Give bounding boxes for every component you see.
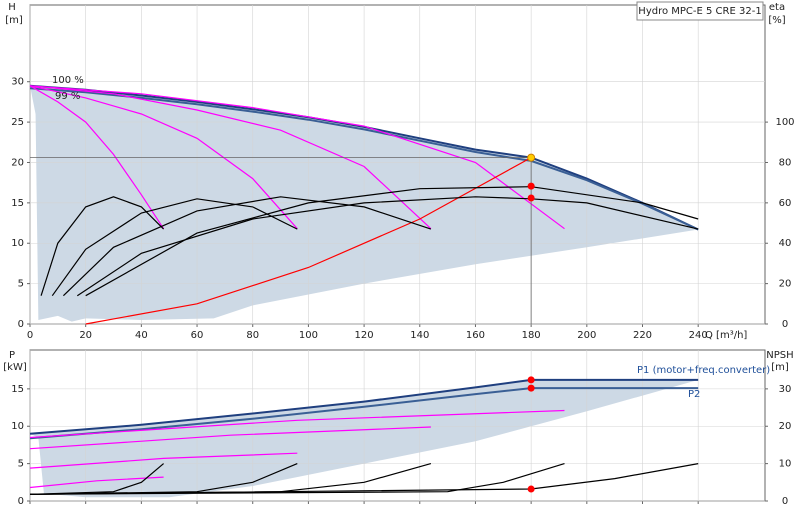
y-tick-label: 15 bbox=[11, 384, 24, 395]
series-line bbox=[85, 157, 532, 325]
plot-layer bbox=[27, 4, 768, 504]
y2-axis-label: NPSH bbox=[766, 350, 793, 361]
x-tick-label: 120 bbox=[355, 330, 374, 341]
x-tick-label: 240 bbox=[689, 330, 708, 341]
series-line bbox=[29, 85, 165, 230]
y2-axis-unit: [m] bbox=[771, 362, 789, 373]
series-line bbox=[29, 87, 699, 231]
y2-tick-label: 0 bbox=[782, 496, 788, 507]
x-tick-label: 200 bbox=[577, 330, 596, 341]
series-line bbox=[76, 196, 699, 297]
y-axis-label: P bbox=[9, 350, 15, 361]
series-line bbox=[62, 196, 432, 297]
y2-tick-label: 20 bbox=[779, 421, 792, 432]
x-tick-label: 40 bbox=[135, 330, 148, 341]
x-axis-label: Q [m³/h] bbox=[705, 330, 747, 341]
y-tick-label: 5 bbox=[18, 459, 24, 470]
y2-tick-label: 100 bbox=[775, 117, 794, 128]
y-tick-label: 25 bbox=[11, 117, 24, 128]
y-tick-label: 30 bbox=[11, 77, 24, 88]
x-tick-label: 20 bbox=[79, 330, 92, 341]
y-tick-label: 0 bbox=[18, 496, 24, 507]
duty-point bbox=[527, 384, 535, 392]
series-line bbox=[29, 463, 565, 495]
series-line bbox=[85, 186, 699, 297]
x-tick-label: 60 bbox=[191, 330, 204, 341]
y-tick-label: 15 bbox=[11, 198, 24, 209]
duty-point bbox=[527, 194, 535, 202]
y-axis-label: H bbox=[8, 2, 16, 13]
series-line bbox=[29, 463, 699, 495]
title-box bbox=[636, 1, 764, 21]
y2-axis-label: eta bbox=[769, 2, 785, 13]
series-line bbox=[29, 452, 298, 469]
y2-tick-label: 80 bbox=[779, 157, 792, 168]
y-tick-label: 0 bbox=[18, 319, 24, 330]
x-tick-label: 220 bbox=[633, 330, 652, 341]
y2-axis-unit: [%] bbox=[768, 15, 785, 26]
y2-tick-label: 20 bbox=[779, 279, 792, 290]
x-tick-label: 0 bbox=[27, 330, 33, 341]
y-tick-label: 10 bbox=[11, 238, 24, 249]
duty-point bbox=[527, 182, 535, 190]
series-label: 99 % bbox=[55, 91, 80, 102]
series-label: P1 (motor+freq.converter) bbox=[637, 365, 770, 376]
series-line bbox=[29, 85, 298, 230]
series-line bbox=[29, 476, 164, 489]
x-tick-label: 100 bbox=[299, 330, 318, 341]
y2-tick-label: 0 bbox=[782, 319, 788, 330]
y-tick-label: 20 bbox=[11, 157, 24, 168]
y2-tick-label: 60 bbox=[779, 198, 792, 209]
y-tick-label: 10 bbox=[11, 421, 24, 432]
y2-tick-label: 30 bbox=[779, 384, 792, 395]
x-tick-label: 160 bbox=[466, 330, 485, 341]
series-label: P2 bbox=[688, 389, 700, 400]
duty-point bbox=[527, 376, 535, 384]
duty-point bbox=[527, 153, 536, 162]
series-line bbox=[29, 409, 565, 439]
y-axis-unit: [kW] bbox=[3, 362, 27, 373]
y-axis-unit: [m] bbox=[5, 15, 23, 26]
series-line bbox=[51, 198, 298, 297]
series-line bbox=[40, 196, 165, 296]
chart-title: Hydro MPC-E 5 CRE 32-1 bbox=[638, 6, 761, 17]
x-tick-label: 80 bbox=[246, 330, 259, 341]
y-tick-label: 5 bbox=[18, 279, 24, 290]
series-line bbox=[29, 85, 432, 230]
series-line bbox=[29, 426, 431, 450]
series-line bbox=[29, 85, 565, 230]
y2-tick-label: 40 bbox=[779, 238, 792, 249]
x-tick-label: 140 bbox=[410, 330, 429, 341]
y2-tick-label: 10 bbox=[779, 459, 792, 470]
series-line bbox=[29, 84, 699, 231]
series-line bbox=[29, 463, 164, 495]
duty-point bbox=[527, 485, 535, 493]
x-tick-label: 180 bbox=[522, 330, 541, 341]
series-label: 100 % bbox=[52, 75, 84, 86]
